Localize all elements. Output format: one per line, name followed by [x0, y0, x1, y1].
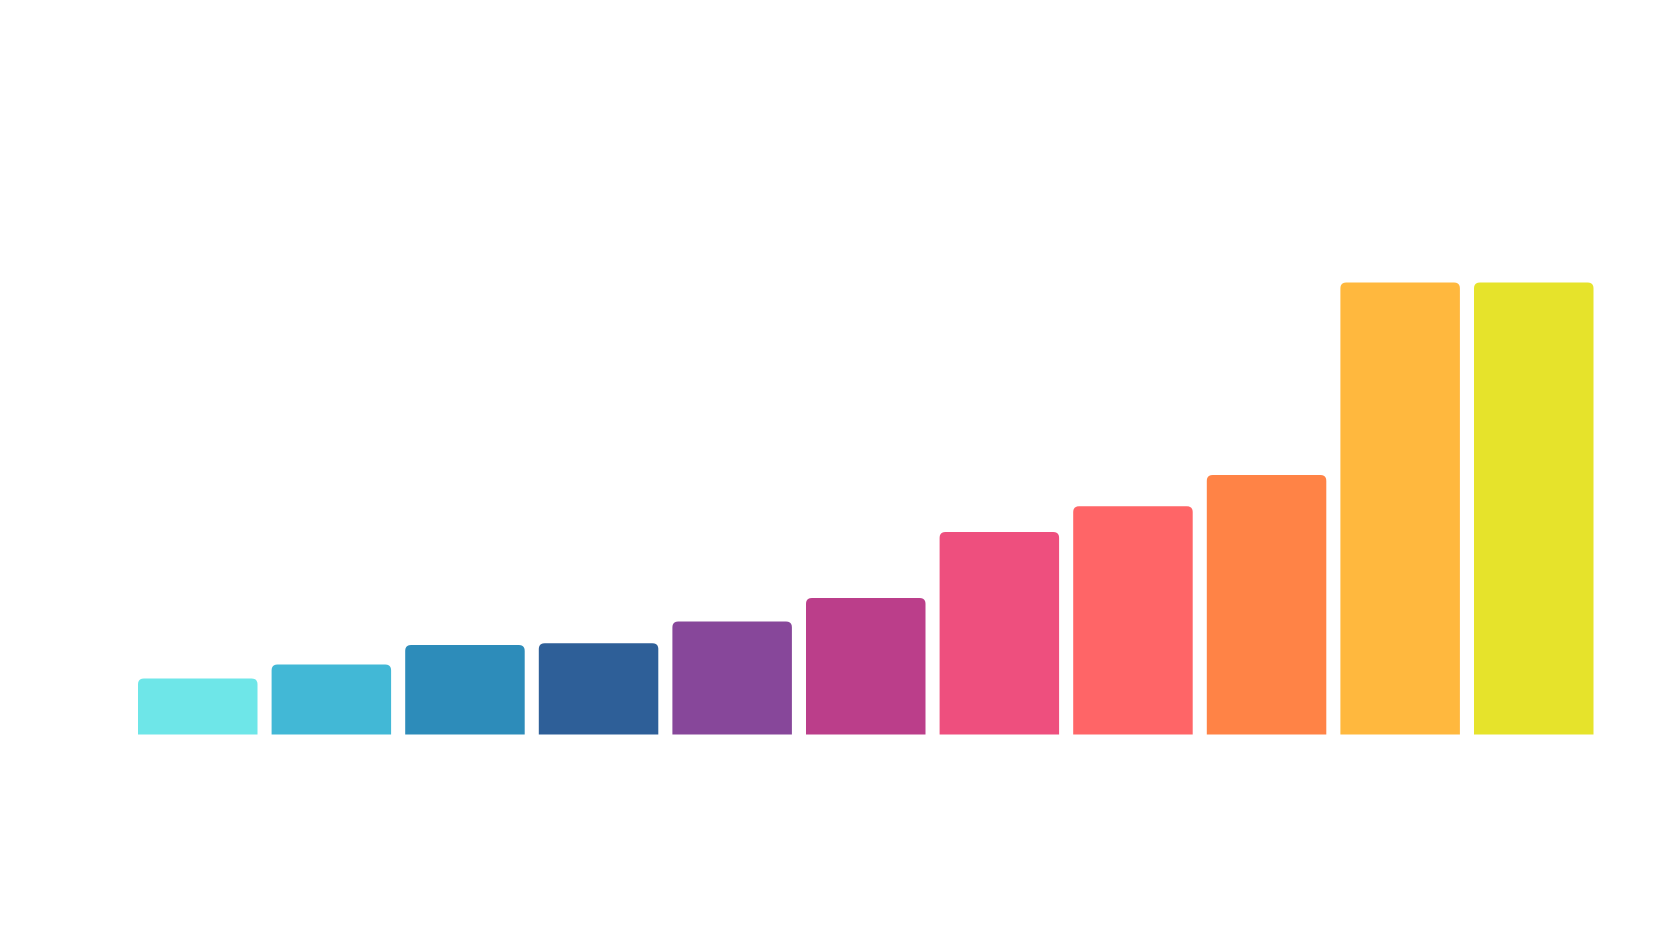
bar-5 — [672, 621, 792, 735]
bar-6 — [806, 597, 926, 735]
bar-3 — [405, 645, 525, 735]
bar-8 — [1073, 506, 1193, 735]
bar-2 — [271, 664, 392, 735]
bar-11 — [1474, 282, 1594, 735]
bar-9 — [1206, 475, 1327, 735]
bar-7 — [939, 532, 1060, 735]
bar-4 — [538, 643, 659, 735]
bar-10 — [1340, 282, 1460, 735]
bar-1 — [138, 678, 258, 735]
